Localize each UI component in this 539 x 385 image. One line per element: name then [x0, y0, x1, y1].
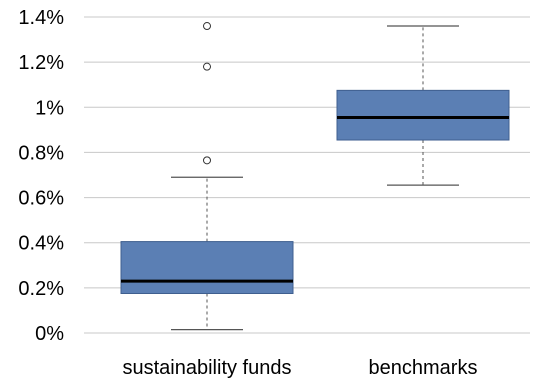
- y-tick-label: 1.2%: [18, 52, 64, 74]
- box-group: [336, 25, 510, 186]
- interquartile-box: [120, 241, 294, 294]
- y-tick-label: 1%: [35, 97, 64, 119]
- box-group: [120, 22, 294, 331]
- y-tick-label: 0%: [35, 323, 64, 345]
- x-category-label: sustainability funds: [123, 357, 292, 379]
- interquartile-box: [336, 89, 510, 141]
- y-axis-tick-labels: 0% 0.2% 0.4% 0.6% 0.8% 1% 1.2% 1.4%: [18, 7, 64, 345]
- y-tick-label: 0.2%: [18, 278, 64, 300]
- outlier-point: [203, 156, 211, 165]
- y-tick-label: 0.4%: [18, 233, 64, 255]
- outlier-point: [203, 22, 211, 31]
- boxes: [120, 22, 510, 331]
- outlier-point: [203, 62, 211, 71]
- y-tick-label: 1.4%: [18, 7, 64, 29]
- y-tick-label: 0.6%: [18, 188, 64, 210]
- x-category-label: benchmarks: [369, 357, 478, 379]
- y-tick-label: 0.8%: [18, 142, 64, 164]
- x-axis-category-labels: sustainability funds benchmarks: [123, 357, 478, 379]
